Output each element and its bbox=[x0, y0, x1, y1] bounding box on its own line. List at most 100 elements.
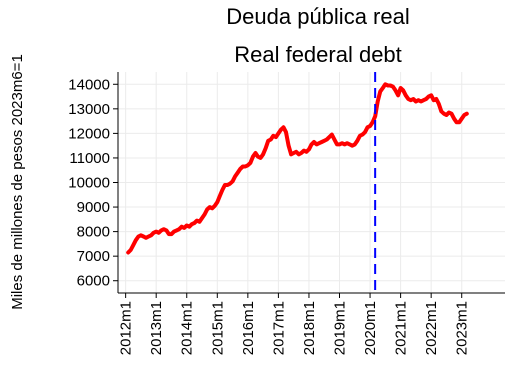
data-point bbox=[241, 165, 244, 168]
data-point bbox=[302, 149, 306, 152]
data-point bbox=[188, 225, 191, 228]
data-point bbox=[287, 144, 290, 147]
data-point bbox=[231, 180, 234, 183]
data-point bbox=[170, 232, 173, 236]
data-point bbox=[282, 126, 285, 129]
data-point bbox=[396, 94, 400, 97]
data-point bbox=[320, 140, 323, 144]
data-point bbox=[430, 94, 433, 97]
y-ticks: 6000 7000 8000 9000 10000 11000 12000 13000 1400… bbox=[68, 76, 118, 290]
data-point bbox=[399, 86, 402, 90]
y-tick-label: 7000 bbox=[77, 248, 110, 265]
data-point bbox=[389, 84, 392, 87]
x-tick-label: 2012m1 bbox=[118, 301, 135, 355]
data-point bbox=[325, 138, 328, 141]
data-point bbox=[351, 144, 354, 147]
x-tick-label: 2017m1 bbox=[270, 301, 287, 355]
data-point bbox=[440, 110, 443, 113]
data-point bbox=[412, 97, 415, 101]
y-axis-label: Miles de millones de pesos 2023m6=1 bbox=[9, 54, 26, 310]
data-point bbox=[256, 155, 260, 158]
data-point bbox=[404, 94, 407, 97]
data-point bbox=[455, 121, 458, 124]
data-point bbox=[361, 133, 364, 136]
data-point bbox=[368, 124, 372, 128]
x-tick-label: 2016m1 bbox=[240, 301, 257, 355]
data-point bbox=[149, 234, 153, 237]
data-point bbox=[221, 188, 224, 192]
data-point bbox=[165, 229, 168, 232]
data-point bbox=[358, 134, 362, 137]
data-point bbox=[343, 143, 346, 146]
data-point bbox=[386, 84, 390, 87]
data-point bbox=[277, 132, 280, 135]
data-point bbox=[180, 225, 183, 228]
data-point bbox=[129, 248, 132, 252]
data-point bbox=[381, 86, 384, 90]
series-line bbox=[126, 82, 469, 255]
x-tick-label: 2022m1 bbox=[423, 301, 440, 355]
data-point bbox=[127, 251, 130, 254]
data-point bbox=[417, 99, 420, 102]
data-point bbox=[233, 175, 237, 178]
data-point bbox=[450, 112, 453, 115]
data-point bbox=[142, 235, 145, 238]
data-point bbox=[338, 143, 341, 146]
data-point bbox=[419, 100, 423, 103]
data-point bbox=[442, 112, 446, 115]
data-point bbox=[317, 142, 321, 145]
data-point bbox=[261, 153, 265, 156]
data-point bbox=[183, 226, 186, 230]
data-point bbox=[289, 153, 293, 156]
data-point bbox=[137, 235, 140, 238]
data-point bbox=[132, 243, 135, 247]
x-tick-label: 2021m1 bbox=[393, 301, 410, 355]
data-point bbox=[305, 150, 308, 153]
data-point bbox=[249, 161, 252, 165]
x-tick-label: 2020m1 bbox=[362, 301, 379, 355]
y-tick-label: 10000 bbox=[68, 175, 110, 192]
data-point bbox=[213, 204, 216, 207]
data-point bbox=[284, 131, 288, 134]
data-point bbox=[335, 143, 339, 146]
data-point bbox=[379, 90, 382, 93]
data-point bbox=[297, 153, 300, 156]
data-point bbox=[134, 239, 137, 242]
data-point bbox=[254, 151, 257, 155]
data-point bbox=[155, 230, 158, 233]
data-point bbox=[414, 100, 418, 103]
chart-title: Deuda pública real bbox=[226, 4, 409, 29]
data-point bbox=[300, 151, 303, 155]
data-point bbox=[272, 134, 275, 137]
data-point bbox=[437, 102, 440, 106]
data-point bbox=[279, 128, 283, 131]
y-tick-label: 6000 bbox=[77, 273, 110, 290]
data-point bbox=[422, 99, 425, 102]
y-tick-label: 13000 bbox=[68, 101, 110, 118]
data-point bbox=[177, 228, 181, 231]
data-point bbox=[244, 165, 247, 168]
data-point bbox=[460, 117, 463, 120]
data-point bbox=[160, 229, 163, 232]
data-point bbox=[330, 133, 334, 136]
y-tick-label: 9000 bbox=[77, 199, 110, 216]
data-point bbox=[353, 143, 356, 146]
data-point bbox=[193, 221, 196, 225]
data-point bbox=[208, 205, 211, 209]
y-tick-label: 8000 bbox=[77, 224, 110, 241]
data-point bbox=[259, 156, 262, 160]
x-tick-label: 2015m1 bbox=[209, 301, 226, 355]
y-tick-label: 11000 bbox=[69, 150, 110, 167]
data-point bbox=[340, 142, 344, 145]
data-point bbox=[152, 231, 155, 234]
y-tick-label: 12000 bbox=[68, 125, 110, 142]
data-point bbox=[200, 216, 204, 220]
data-point bbox=[162, 228, 165, 231]
data-point bbox=[452, 117, 456, 120]
data-point bbox=[185, 224, 188, 227]
data-point bbox=[139, 234, 143, 237]
data-point bbox=[211, 207, 214, 210]
data-point bbox=[356, 139, 359, 142]
data-point bbox=[345, 142, 349, 145]
